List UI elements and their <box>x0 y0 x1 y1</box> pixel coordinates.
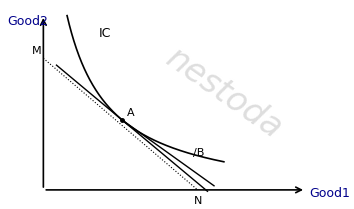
Text: Good2: Good2 <box>7 15 48 28</box>
Text: Good1: Good1 <box>309 187 350 200</box>
Text: A: A <box>127 108 135 118</box>
Text: N: N <box>193 196 202 206</box>
Text: /B: /B <box>193 148 204 158</box>
Text: M: M <box>32 46 42 56</box>
Text: nestoda: nestoda <box>159 41 288 145</box>
Text: IC: IC <box>99 27 112 40</box>
